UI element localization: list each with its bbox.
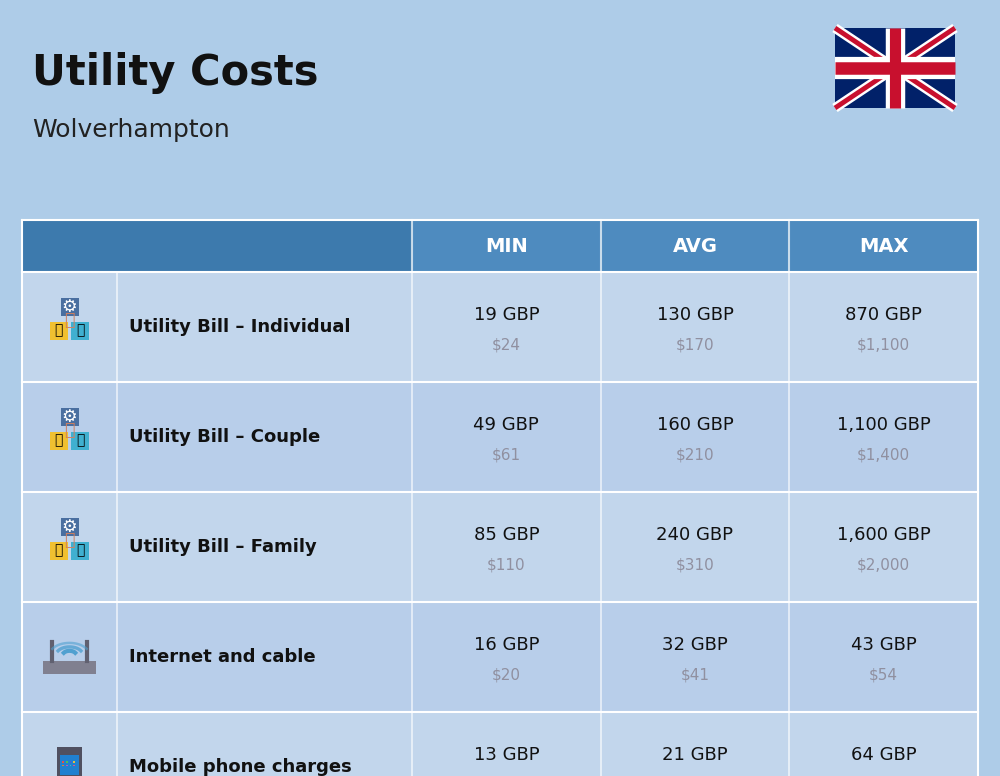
Bar: [73, 765, 75, 766]
Text: $61: $61: [492, 448, 521, 462]
Bar: [60, 408, 78, 426]
Text: 19 GBP: 19 GBP: [474, 306, 539, 324]
Text: ⚙: ⚙: [62, 298, 77, 316]
Text: 130 GBP: 130 GBP: [657, 306, 733, 324]
Text: $20: $20: [492, 667, 521, 683]
Text: 🧑: 🧑: [64, 531, 75, 549]
Text: 1,600 GBP: 1,600 GBP: [837, 526, 931, 544]
Bar: [73, 761, 75, 763]
Text: $24: $24: [492, 338, 521, 352]
Text: ⚙: ⚙: [62, 518, 77, 536]
Text: $2,000: $2,000: [857, 557, 910, 573]
Bar: [22, 602, 978, 712]
Bar: [60, 298, 78, 316]
Text: $1,400: $1,400: [857, 448, 910, 462]
Text: 64 GBP: 64 GBP: [851, 746, 916, 764]
Bar: [70, 765, 71, 766]
Bar: [62, 765, 64, 766]
Bar: [22, 272, 978, 382]
Text: 1,100 GBP: 1,100 GBP: [837, 416, 931, 434]
Bar: [71, 542, 89, 559]
Text: $310: $310: [676, 557, 714, 573]
Text: Internet and cable: Internet and cable: [129, 648, 316, 666]
Bar: [60, 518, 78, 536]
Text: 🔌: 🔌: [55, 434, 63, 448]
Bar: [71, 431, 89, 449]
Text: 16 GBP: 16 GBP: [474, 636, 539, 654]
Bar: [70, 761, 71, 763]
Bar: [22, 220, 412, 272]
Text: 49 GBP: 49 GBP: [473, 416, 539, 434]
Text: Utility Bill – Couple: Utility Bill – Couple: [129, 428, 320, 446]
Text: 160 GBP: 160 GBP: [657, 416, 733, 434]
Text: MIN: MIN: [485, 237, 528, 255]
Text: 🚿: 🚿: [76, 544, 84, 558]
Text: Utility Bill – Family: Utility Bill – Family: [129, 538, 317, 556]
Text: 🚿: 🚿: [76, 324, 84, 338]
Bar: [50, 431, 68, 449]
Text: MAX: MAX: [859, 237, 908, 255]
Bar: [22, 712, 978, 776]
Text: 🧑: 🧑: [64, 311, 75, 329]
Text: Utility Bill – Individual: Utility Bill – Individual: [129, 318, 351, 336]
Text: 🚿: 🚿: [76, 434, 84, 448]
Text: 🔌: 🔌: [55, 544, 63, 558]
Text: 32 GBP: 32 GBP: [662, 636, 728, 654]
Bar: [60, 755, 79, 774]
Bar: [57, 747, 82, 776]
Text: Mobile phone charges: Mobile phone charges: [129, 758, 352, 776]
Text: 870 GBP: 870 GBP: [845, 306, 922, 324]
Bar: [835, 28, 955, 108]
Bar: [50, 321, 68, 340]
Text: AVG: AVG: [672, 237, 718, 255]
Text: 13 GBP: 13 GBP: [474, 746, 539, 764]
Text: $210: $210: [676, 448, 714, 462]
Text: $41: $41: [680, 667, 710, 683]
Text: 43 GBP: 43 GBP: [851, 636, 917, 654]
Bar: [43, 661, 96, 674]
Bar: [66, 761, 68, 763]
Text: ⚙: ⚙: [62, 408, 77, 426]
Text: Wolverhampton: Wolverhampton: [32, 118, 230, 142]
Text: 🔌: 🔌: [55, 324, 63, 338]
Text: 21 GBP: 21 GBP: [662, 746, 728, 764]
Text: $110: $110: [487, 557, 526, 573]
Text: 85 GBP: 85 GBP: [474, 526, 539, 544]
Bar: [66, 765, 68, 766]
Bar: [22, 382, 978, 492]
Text: 🧑: 🧑: [64, 421, 75, 438]
Text: $170: $170: [676, 338, 714, 352]
Bar: [50, 542, 68, 559]
Bar: [71, 321, 89, 340]
Text: Utility Costs: Utility Costs: [32, 52, 318, 94]
Text: $54: $54: [869, 667, 898, 683]
Text: 240 GBP: 240 GBP: [656, 526, 734, 544]
Bar: [22, 492, 978, 602]
Bar: [62, 761, 64, 763]
Bar: [22, 220, 978, 272]
Text: $1,100: $1,100: [857, 338, 910, 352]
